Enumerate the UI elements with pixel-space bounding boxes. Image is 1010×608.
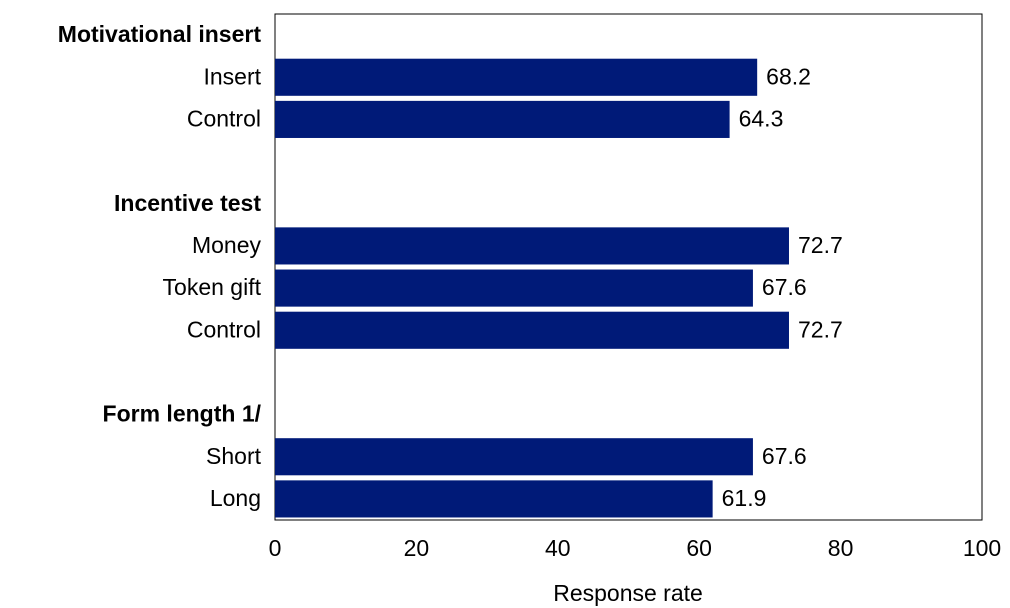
value-label: 72.7 [798, 232, 843, 258]
x-tick-label: 80 [828, 535, 854, 561]
x-tick-label: 100 [963, 535, 1001, 561]
bar [275, 438, 753, 476]
y-tick-label: Control [187, 105, 261, 131]
bar [275, 269, 753, 307]
bar [275, 100, 730, 138]
x-tick-label: 20 [404, 535, 430, 561]
y-tick-label: Short [206, 443, 262, 469]
value-label: 64.3 [739, 105, 784, 131]
x-tick-label: 0 [269, 535, 282, 561]
y-tick-label: Insert [203, 63, 261, 89]
x-axis-label: Response rate [553, 580, 703, 606]
value-label: 68.2 [766, 63, 811, 89]
value-label: 72.7 [798, 316, 843, 342]
x-tick-label: 60 [686, 535, 712, 561]
y-tick-label: Money [192, 232, 262, 258]
plot-frame [274, 13, 983, 521]
y-tick-label: Control [187, 316, 261, 342]
group-header: Form length 1/ [103, 401, 262, 427]
bar [275, 227, 789, 265]
y-tick-label: Token gift [163, 274, 262, 300]
value-label: 67.6 [762, 274, 807, 300]
bar [275, 480, 713, 518]
value-label: 61.9 [722, 485, 767, 511]
y-tick-label: Long [210, 485, 261, 511]
x-tick-label: 40 [545, 535, 571, 561]
bar [275, 311, 789, 349]
bar [275, 58, 758, 96]
group-header: Motivational insert [58, 21, 262, 47]
value-label: 67.6 [762, 443, 807, 469]
group-header: Incentive test [114, 190, 261, 216]
